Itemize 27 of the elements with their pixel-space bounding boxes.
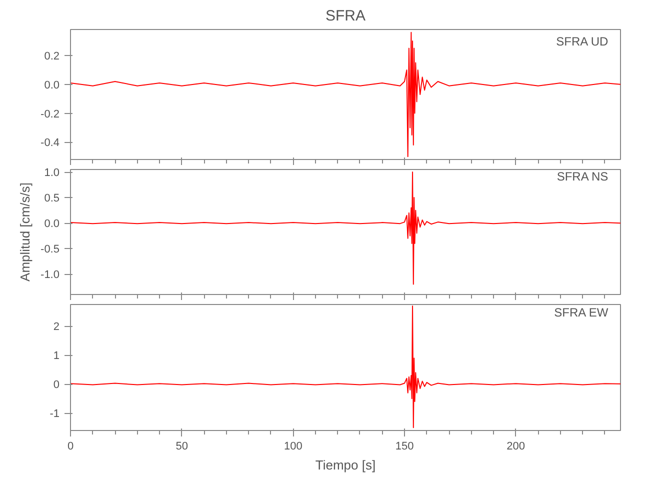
line-series <box>70 305 620 428</box>
annotation: SFRA EW <box>554 306 609 320</box>
x-tick-label: 150 <box>395 440 414 452</box>
x-axis-title: Tiempo [s] <box>315 458 376 472</box>
y-tick-label: 0 <box>53 379 60 392</box>
y-axis-title: Amplitud [cm/s/s] <box>18 182 33 282</box>
y-tick-label: -1.0 <box>40 269 60 282</box>
y-tick-label: 0.5 <box>44 192 60 205</box>
x-tick-label: 200 <box>506 440 526 452</box>
y-tick-label: -0.4 <box>40 137 60 150</box>
chart-title: SFRA <box>326 8 366 24</box>
line-series <box>70 32 620 158</box>
y-tick-label: 0.2 <box>44 50 60 62</box>
y-tick-label: 1.0 <box>44 167 60 180</box>
y-tick-label: -0.5 <box>40 244 60 256</box>
y-tick-label: 0.0 <box>44 218 60 230</box>
annotation: SFRA NS <box>556 170 608 184</box>
annotation: SFRA UD <box>556 34 609 48</box>
line-series <box>70 172 620 285</box>
y-tick-label: 0.0 <box>44 79 60 92</box>
y-tick-label: -0.2 <box>40 108 60 120</box>
x-tick-label: 100 <box>284 440 302 452</box>
y-tick-label: 2 <box>53 321 60 334</box>
x-tick-label: 50 <box>176 440 188 452</box>
x-tick-label: 0 <box>67 440 74 452</box>
y-tick-label: 1 <box>53 350 60 362</box>
y-tick-label: -1 <box>50 408 60 420</box>
